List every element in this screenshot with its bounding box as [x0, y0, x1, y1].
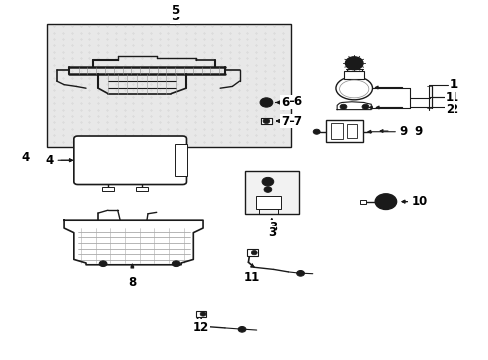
Circle shape [339, 104, 346, 109]
FancyBboxPatch shape [102, 187, 114, 191]
Text: 1: 1 [448, 78, 456, 91]
FancyBboxPatch shape [74, 136, 186, 185]
Text: 11: 11 [244, 271, 260, 284]
Text: 7: 7 [281, 114, 288, 127]
FancyBboxPatch shape [175, 144, 187, 176]
FancyBboxPatch shape [47, 24, 290, 147]
Text: 1: 1 [448, 91, 456, 104]
Circle shape [263, 118, 269, 123]
Polygon shape [64, 220, 203, 265]
Text: 9: 9 [399, 125, 407, 138]
Text: 2: 2 [448, 103, 456, 116]
Text: 8: 8 [128, 276, 136, 289]
Circle shape [200, 312, 205, 316]
Text: 5: 5 [171, 5, 179, 18]
Text: 4: 4 [21, 151, 30, 164]
FancyBboxPatch shape [261, 118, 271, 124]
Text: 6: 6 [281, 96, 289, 109]
Circle shape [251, 251, 257, 255]
Circle shape [264, 180, 270, 184]
FancyBboxPatch shape [359, 199, 366, 204]
Circle shape [345, 57, 362, 70]
Circle shape [260, 98, 272, 107]
Text: ←6: ←6 [284, 95, 302, 108]
FancyBboxPatch shape [326, 120, 362, 142]
Polygon shape [336, 102, 370, 109]
Circle shape [99, 261, 107, 266]
Text: 8: 8 [128, 276, 136, 289]
Ellipse shape [339, 80, 368, 98]
Text: 12: 12 [193, 321, 209, 334]
Circle shape [238, 327, 245, 332]
Text: 4: 4 [45, 154, 53, 167]
Circle shape [313, 129, 320, 134]
Text: 10: 10 [411, 195, 427, 208]
Circle shape [379, 197, 391, 206]
FancyBboxPatch shape [136, 187, 148, 191]
Text: 5: 5 [171, 4, 179, 17]
Text: 11: 11 [244, 271, 260, 284]
Circle shape [264, 187, 271, 192]
Circle shape [172, 261, 180, 266]
Text: 5: 5 [171, 10, 179, 23]
Circle shape [262, 177, 273, 186]
Circle shape [361, 104, 368, 109]
FancyBboxPatch shape [246, 249, 257, 256]
Circle shape [348, 60, 358, 67]
Circle shape [296, 270, 304, 276]
FancyBboxPatch shape [344, 71, 363, 79]
Text: 10: 10 [409, 195, 426, 208]
Text: 9: 9 [413, 125, 422, 138]
FancyBboxPatch shape [245, 171, 299, 214]
FancyBboxPatch shape [256, 196, 280, 210]
Ellipse shape [335, 77, 372, 100]
Text: ←7: ←7 [284, 114, 302, 127]
Text: 3: 3 [268, 221, 276, 234]
Circle shape [263, 100, 269, 105]
Text: 2: 2 [445, 103, 453, 116]
Circle shape [374, 194, 396, 210]
FancyBboxPatch shape [330, 123, 343, 139]
Text: 3: 3 [267, 226, 275, 239]
Text: 12: 12 [193, 320, 209, 333]
FancyBboxPatch shape [195, 311, 206, 317]
Text: 1: 1 [445, 91, 453, 104]
FancyBboxPatch shape [346, 124, 356, 138]
